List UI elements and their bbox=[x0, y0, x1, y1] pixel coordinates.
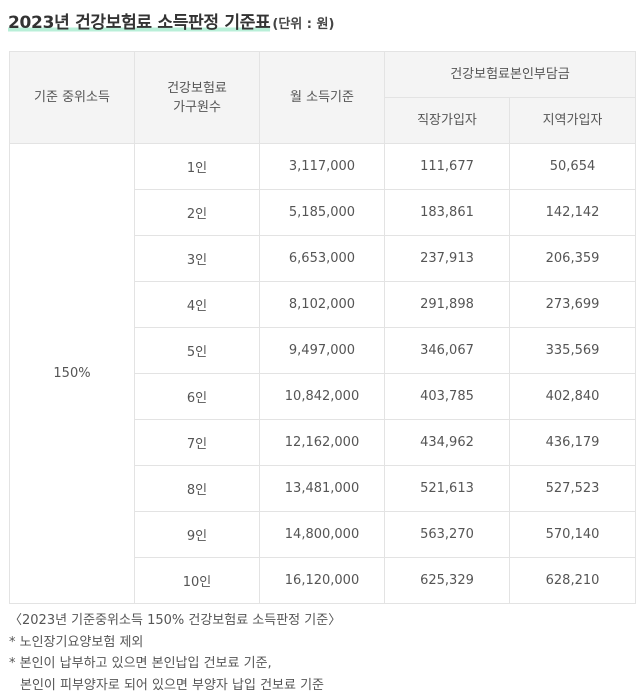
page-title: 2023년 건강보험료 소득판정 기준표 (단위 : 원) bbox=[8, 8, 334, 38]
footnote-dependent-basis: 본인이 피부양자로 되어 있으면 부양자 납입 건보료 기준 bbox=[20, 677, 325, 693]
members-cell: 4인 bbox=[134, 281, 260, 328]
table-row: 10인 16,120,000 625,329 628,210 bbox=[10, 557, 637, 604]
employee-cell: 237,913 bbox=[384, 235, 510, 282]
table-body: 150% 1인 3,117,000 111,677 50,654 2인 5,18… bbox=[9, 143, 637, 604]
income-cell: 16,120,000 bbox=[259, 557, 385, 604]
header-regional: 지역가입자 bbox=[508, 97, 637, 144]
members-cell: 7인 bbox=[134, 419, 260, 466]
regional-cell: 527,523 bbox=[508, 465, 637, 512]
table-row: 3인 6,653,000 237,913 206,359 bbox=[10, 235, 637, 282]
employee-cell: 111,677 bbox=[384, 143, 510, 190]
income-cell: 9,497,000 bbox=[259, 327, 385, 374]
income-cell: 8,102,000 bbox=[259, 281, 385, 328]
regional-cell: 142,142 bbox=[508, 189, 637, 236]
members-cell: 5인 bbox=[134, 327, 260, 374]
table-row: 5인 9,497,000 346,067 335,569 bbox=[10, 327, 637, 374]
employee-cell: 291,898 bbox=[384, 281, 510, 328]
income-cell: 14,800,000 bbox=[259, 511, 385, 558]
header-household-members: 건강보험료 가구원수 bbox=[134, 51, 260, 144]
regional-cell: 436,179 bbox=[508, 419, 637, 466]
regional-cell: 206,359 bbox=[508, 235, 637, 282]
table-row: 150% 1인 3,117,000 111,677 50,654 bbox=[9, 143, 637, 604]
footnote-ltc-excluded: * 노인장기요양보험 제외 bbox=[9, 634, 144, 650]
table-header: 기준 중위소득 건강보험료 가구원수 월 소득기준 건강보험료본인부담금 직장가… bbox=[9, 51, 637, 144]
header-monthly-income: 월 소득기준 bbox=[259, 51, 385, 144]
footnotes: 〈2023년 기준중위소득 150% 건강보험료 소득판정 기준〉 * 노인장기… bbox=[9, 610, 341, 696]
employee-cell: 403,785 bbox=[384, 373, 510, 420]
header-median-income: 기준 중위소득 bbox=[9, 51, 135, 144]
regional-cell: 50,654 bbox=[508, 143, 637, 190]
members-cell: 3인 bbox=[134, 235, 260, 282]
header-household-line1: 건강보험료 bbox=[167, 80, 227, 96]
table-row: 4인 8,102,000 291,898 273,699 bbox=[10, 281, 637, 328]
employee-cell: 183,861 bbox=[384, 189, 510, 236]
title-text: 2023년 건강보험료 소득판정 기준표 bbox=[8, 13, 271, 33]
table-row: 9인 14,800,000 563,270 570,140 bbox=[10, 511, 637, 558]
members-cell: 8인 bbox=[134, 465, 260, 512]
header-household-line2: 가구원수 bbox=[173, 99, 221, 115]
median-income-cell: 150% bbox=[9, 143, 135, 604]
title-unit: (단위 : 원) bbox=[272, 17, 335, 32]
table-row: 7인 12,162,000 434,962 436,179 bbox=[10, 419, 637, 466]
members-cell: 10인 bbox=[134, 557, 260, 604]
members-cell: 9인 bbox=[134, 511, 260, 558]
regional-cell: 273,699 bbox=[508, 281, 637, 328]
income-cell: 6,653,000 bbox=[259, 235, 385, 282]
employee-cell: 346,067 bbox=[384, 327, 510, 374]
regional-cell: 402,840 bbox=[508, 373, 637, 420]
regional-cell: 570,140 bbox=[508, 511, 637, 558]
members-cell: 2인 bbox=[134, 189, 260, 236]
income-cell: 10,842,000 bbox=[259, 373, 385, 420]
income-cell: 5,185,000 bbox=[259, 189, 385, 236]
income-cell: 13,481,000 bbox=[259, 465, 385, 512]
employee-cell: 434,962 bbox=[384, 419, 510, 466]
table-row: 6인 10,842,000 403,785 402,840 bbox=[10, 373, 637, 420]
employee-cell: 563,270 bbox=[384, 511, 510, 558]
employee-cell: 625,329 bbox=[384, 557, 510, 604]
regional-cell: 628,210 bbox=[508, 557, 637, 604]
members-cell: 1인 bbox=[134, 143, 260, 190]
table-row: 8인 13,481,000 521,613 527,523 bbox=[10, 465, 637, 512]
members-cell: 6인 bbox=[134, 373, 260, 420]
income-cell: 12,162,000 bbox=[259, 419, 385, 466]
header-premium-group: 건강보험료본인부담금 bbox=[383, 51, 637, 98]
regional-cell: 335,569 bbox=[508, 327, 637, 374]
table-caption: 〈2023년 기준중위소득 150% 건강보험료 소득판정 기준〉 bbox=[9, 613, 342, 628]
table-row: 2인 5,185,000 183,861 142,142 bbox=[10, 189, 637, 236]
income-criteria-table: 기준 중위소득 건강보험료 가구원수 월 소득기준 건강보험료본인부담금 직장가… bbox=[9, 51, 637, 604]
employee-cell: 521,613 bbox=[384, 465, 510, 512]
income-cell: 3,117,000 bbox=[259, 143, 385, 190]
header-employee: 직장가입자 bbox=[384, 97, 510, 144]
footnote-payer-basis: * 본인이 납부하고 있으면 본인납입 건보료 기준, bbox=[9, 656, 272, 671]
